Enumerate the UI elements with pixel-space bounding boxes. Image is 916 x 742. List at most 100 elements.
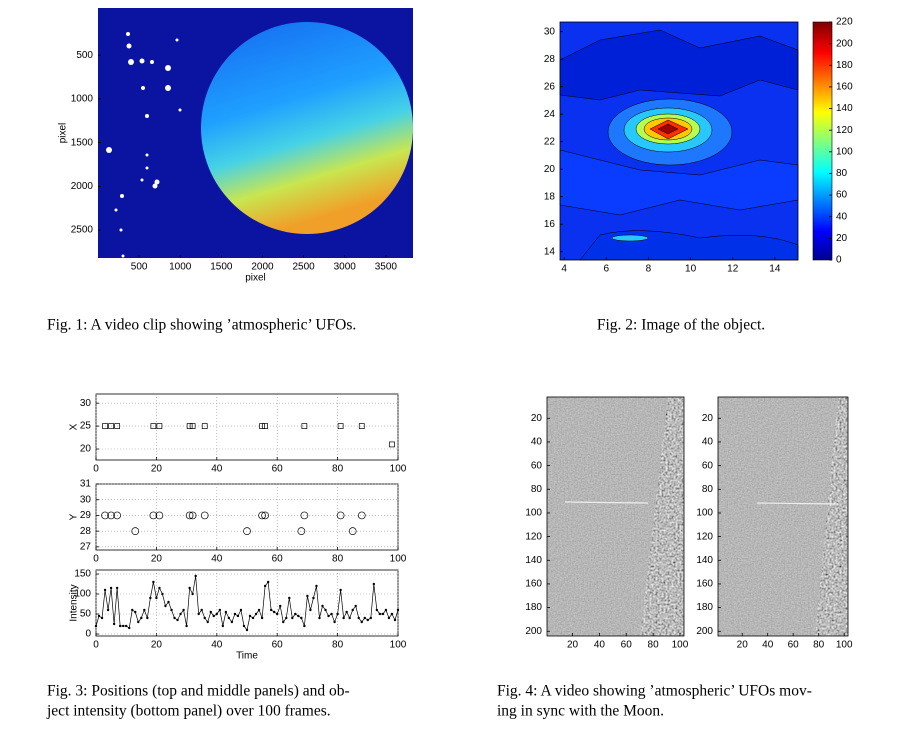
intensity-point [149, 596, 152, 600]
position-marker [300, 511, 309, 520]
y-axis-label: pixel [58, 123, 69, 144]
y-tick-label: 29 [80, 510, 92, 521]
y-axis-label: Intensity [69, 584, 80, 621]
intensity-point [118, 624, 122, 628]
position-marker [186, 423, 193, 429]
intensity-point [254, 612, 258, 616]
intensity-point [363, 616, 366, 620]
y-tick-label: 28 [80, 526, 92, 537]
intensity-point [300, 616, 303, 620]
position-marker [102, 423, 108, 429]
intensity-point [206, 620, 209, 624]
intensity-point [224, 610, 228, 614]
position-marker [189, 423, 196, 429]
intensity-point [158, 586, 161, 590]
x-tick-label: 4 [561, 264, 567, 275]
x-tick-label: 100 [836, 640, 853, 651]
figure-caption: Fig. 4: A video showing ’atmospheric’ UF… [497, 683, 812, 700]
intensity-point [230, 620, 234, 624]
intensity-point [173, 616, 176, 620]
x-tick-label: 12 [727, 264, 739, 275]
intensity-point [236, 614, 240, 618]
y-tick-label: 80 [702, 484, 714, 495]
intensity-point [360, 620, 363, 624]
intensity-point [233, 612, 237, 616]
video-frame [718, 397, 848, 636]
x-tick-label: 20 [151, 554, 163, 565]
colorbar-tick-label: 120 [836, 125, 853, 136]
x-tick-label: 20 [737, 640, 749, 651]
x-tick-label: 80 [332, 554, 344, 565]
colorbar-tick-label: 0 [836, 255, 842, 266]
intensity-point [366, 618, 369, 622]
intensity-point [342, 616, 345, 620]
intensity-point [279, 604, 282, 608]
video-frame [547, 397, 684, 636]
y-tick-label: 500 [76, 50, 93, 61]
y-tick-label: 40 [531, 437, 543, 448]
colorbar [812, 21, 833, 261]
x-tick-label: 40 [594, 640, 606, 651]
figure-caption: Fig. 1: A video clip showing ’atmospheri… [47, 317, 356, 334]
position-marker [358, 423, 365, 429]
figure-caption: Fig. 3: Positions (top and middle panels… [47, 683, 350, 700]
intensity-point [396, 608, 400, 612]
position-marker [149, 511, 158, 520]
position-marker [243, 527, 251, 535]
y-tick-label: 140 [696, 555, 713, 566]
position-marker [259, 423, 265, 429]
y-tick-label: 14 [544, 246, 556, 257]
x-tick-label: 60 [272, 464, 284, 475]
y-tick-label: 16 [544, 219, 556, 230]
x-tick-label: 40 [211, 640, 223, 651]
x-tick-label: 3000 [334, 262, 357, 273]
x-tick-label: 20 [151, 464, 163, 475]
colorbar-tick-label: 40 [836, 211, 848, 222]
x-tick-label: 40 [762, 640, 774, 651]
y-tick-label: 2500 [71, 225, 94, 236]
x-tick-label: 1500 [210, 262, 233, 273]
colorbar-tick-label: 160 [836, 82, 853, 93]
position-marker [114, 423, 120, 429]
x-tick-label: 14 [769, 264, 781, 275]
position-marker [107, 511, 115, 520]
intensity-point [306, 594, 309, 598]
colorbar-tick-label: 60 [836, 190, 848, 201]
intensity-point [194, 574, 197, 578]
figure-caption: Fig. 2: Image of the object. [597, 317, 765, 334]
intensity-point [327, 614, 330, 618]
intensity-point [266, 580, 270, 584]
colorbar-tick-label: 180 [836, 60, 853, 71]
intensity-point [106, 608, 110, 612]
y-tick-label: 180 [525, 602, 542, 613]
intensity-point [152, 580, 155, 584]
position-marker [185, 511, 194, 520]
intensity-point [161, 592, 164, 596]
intensity-point [191, 592, 194, 596]
intensity-point [100, 616, 104, 620]
intensity-point [103, 588, 107, 592]
intensity-point [269, 608, 273, 612]
intensity-point [115, 586, 119, 590]
x-tick-label: 60 [272, 554, 284, 565]
x-tick-label: 3500 [375, 262, 398, 273]
intensity-point [203, 616, 206, 620]
intensity-point [297, 614, 300, 618]
colorbar-tick-label: 200 [836, 38, 853, 49]
intensity-point [372, 582, 376, 586]
intensity-point [282, 620, 285, 624]
intensity-point [263, 584, 267, 588]
y-tick-label: 160 [525, 579, 542, 590]
intensity-point [384, 608, 388, 612]
y-tick-label: 50 [80, 609, 92, 620]
x-tick-label: 80 [332, 640, 344, 651]
intensity-point [393, 618, 397, 622]
x-tick-label: 40 [211, 464, 223, 475]
y-tick-label: 100 [696, 508, 713, 519]
intensity-point [309, 608, 312, 612]
intensity-point [140, 616, 143, 620]
moon-image [98, 8, 413, 258]
intensity-point [125, 624, 128, 628]
x-tick-label: 100 [390, 464, 407, 475]
